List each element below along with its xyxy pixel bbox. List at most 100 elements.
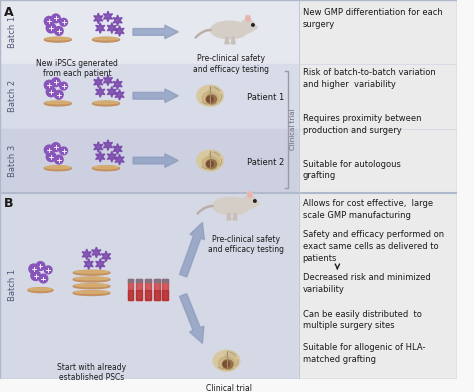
Circle shape — [45, 16, 54, 26]
Ellipse shape — [248, 192, 252, 197]
Polygon shape — [133, 154, 178, 167]
Polygon shape — [94, 142, 103, 152]
Text: Requires proximity between
production and surgery: Requires proximity between production an… — [303, 114, 421, 135]
Ellipse shape — [245, 15, 251, 22]
Bar — [154, 290, 160, 300]
Text: Pre-clinical safety
and efficacy testing: Pre-clinical safety and efficacy testing — [193, 54, 269, 74]
Circle shape — [254, 200, 256, 202]
Polygon shape — [96, 87, 105, 97]
Ellipse shape — [207, 161, 213, 167]
Bar — [0, 193, 299, 379]
Ellipse shape — [29, 288, 52, 290]
Bar — [299, 0, 457, 379]
Polygon shape — [94, 13, 103, 24]
Circle shape — [29, 264, 38, 274]
Text: Patient 1: Patient 1 — [247, 93, 284, 102]
Ellipse shape — [210, 21, 248, 39]
Circle shape — [46, 152, 56, 162]
Ellipse shape — [45, 101, 71, 106]
Polygon shape — [115, 154, 124, 165]
Circle shape — [31, 271, 40, 281]
Polygon shape — [133, 89, 178, 103]
Bar — [163, 279, 168, 300]
Ellipse shape — [75, 284, 109, 287]
Polygon shape — [180, 223, 204, 277]
Polygon shape — [96, 151, 105, 162]
Ellipse shape — [246, 16, 250, 21]
Circle shape — [36, 261, 45, 270]
Ellipse shape — [219, 357, 235, 370]
Ellipse shape — [46, 166, 70, 169]
Circle shape — [60, 82, 67, 90]
Circle shape — [45, 80, 54, 90]
Bar — [145, 279, 151, 300]
Ellipse shape — [224, 351, 237, 370]
Bar — [145, 279, 151, 282]
Ellipse shape — [73, 284, 110, 289]
Polygon shape — [113, 15, 122, 25]
Polygon shape — [92, 247, 101, 258]
Polygon shape — [103, 75, 112, 85]
Circle shape — [46, 23, 56, 33]
Bar — [128, 279, 134, 300]
Ellipse shape — [28, 288, 53, 292]
Circle shape — [46, 87, 56, 97]
Ellipse shape — [73, 270, 110, 275]
Bar — [145, 290, 151, 300]
Bar — [137, 290, 142, 300]
Ellipse shape — [207, 86, 220, 105]
Polygon shape — [96, 23, 105, 33]
Text: Risk of batch-to-batch variation
and higher  variability: Risk of batch-to-batch variation and hig… — [303, 68, 436, 89]
Text: Start with already
established PSCs: Start with already established PSCs — [57, 363, 126, 382]
Ellipse shape — [240, 20, 255, 33]
Polygon shape — [133, 25, 178, 39]
Polygon shape — [107, 23, 117, 33]
Text: Clinical trial: Clinical trial — [206, 384, 252, 392]
Circle shape — [52, 143, 60, 151]
Text: Decreased risk and minimized
variability: Decreased risk and minimized variability — [303, 273, 430, 294]
Text: Batch 1: Batch 1 — [8, 16, 17, 48]
Ellipse shape — [222, 360, 233, 368]
Text: Pre-clinical safety
and efficacy testing: Pre-clinical safety and efficacy testing — [208, 235, 284, 254]
Ellipse shape — [206, 95, 217, 103]
Ellipse shape — [197, 150, 223, 171]
Ellipse shape — [213, 350, 240, 371]
Circle shape — [52, 14, 60, 23]
Text: Suitable for autologous
grafting: Suitable for autologous grafting — [303, 160, 401, 180]
Bar — [0, 64, 299, 129]
Ellipse shape — [75, 291, 109, 294]
Ellipse shape — [93, 37, 118, 40]
Ellipse shape — [202, 156, 218, 169]
Polygon shape — [115, 89, 124, 100]
Bar — [128, 279, 134, 282]
Ellipse shape — [197, 85, 223, 106]
Polygon shape — [180, 294, 204, 343]
Ellipse shape — [207, 151, 220, 170]
Bar — [128, 290, 134, 300]
Text: A: A — [4, 6, 13, 19]
Ellipse shape — [223, 361, 230, 367]
Text: Batch 3: Batch 3 — [8, 144, 17, 177]
Ellipse shape — [45, 166, 71, 171]
Text: New iPSCs generated
from each patient: New iPSCs generated from each patient — [36, 59, 118, 78]
Polygon shape — [107, 151, 117, 162]
Circle shape — [55, 91, 63, 99]
Polygon shape — [84, 259, 93, 269]
Ellipse shape — [254, 201, 259, 205]
Circle shape — [45, 266, 52, 274]
Ellipse shape — [92, 37, 119, 42]
Polygon shape — [103, 140, 112, 151]
Ellipse shape — [93, 101, 118, 104]
Circle shape — [45, 145, 54, 155]
Text: Suitable for allogenic of HLA-
matched grafting: Suitable for allogenic of HLA- matched g… — [303, 343, 425, 364]
Circle shape — [55, 27, 63, 35]
Polygon shape — [115, 25, 124, 36]
Ellipse shape — [207, 96, 213, 102]
Polygon shape — [101, 251, 110, 261]
Ellipse shape — [247, 191, 253, 198]
Polygon shape — [113, 143, 122, 154]
Ellipse shape — [252, 25, 257, 29]
Ellipse shape — [46, 101, 70, 104]
Polygon shape — [107, 87, 117, 97]
Circle shape — [55, 155, 63, 164]
